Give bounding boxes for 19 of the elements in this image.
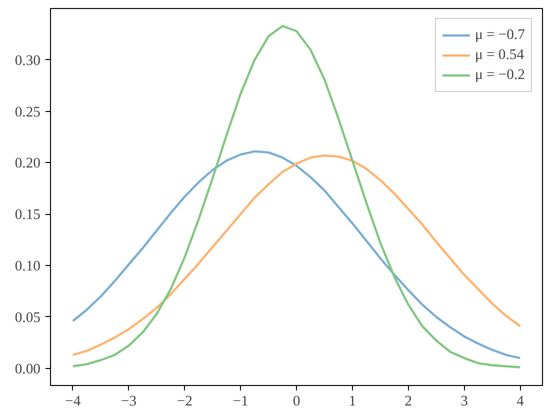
- x-tick-label: −1: [232, 394, 248, 410]
- y-tick-label: 0.05: [14, 310, 41, 326]
- y-tick-label: 0.00: [14, 361, 41, 378]
- x-tick-label: 0: [292, 394, 300, 410]
- x-tick-label: 2: [404, 394, 412, 410]
- legend-label: μ = −0.7: [474, 26, 525, 44]
- y-tick-label: 0.20: [14, 156, 41, 172]
- y-tick-label: 0.15: [14, 207, 41, 224]
- x-tick-label: −4: [65, 394, 82, 410]
- y-tick-label: 0.30: [14, 52, 41, 69]
- legend-label: μ = 0.54: [474, 46, 524, 64]
- x-tick-label: 3: [460, 394, 468, 410]
- x-tick-label: −3: [120, 394, 137, 410]
- y-tick-label: 0.25: [14, 104, 41, 120]
- x-tick-label: −2: [176, 394, 192, 410]
- x-tick-label: 1: [348, 394, 356, 410]
- y-tick-label: 0.10: [14, 258, 41, 275]
- x-tick-label: 4: [516, 394, 524, 410]
- legend-label: μ = −0.2: [474, 66, 525, 84]
